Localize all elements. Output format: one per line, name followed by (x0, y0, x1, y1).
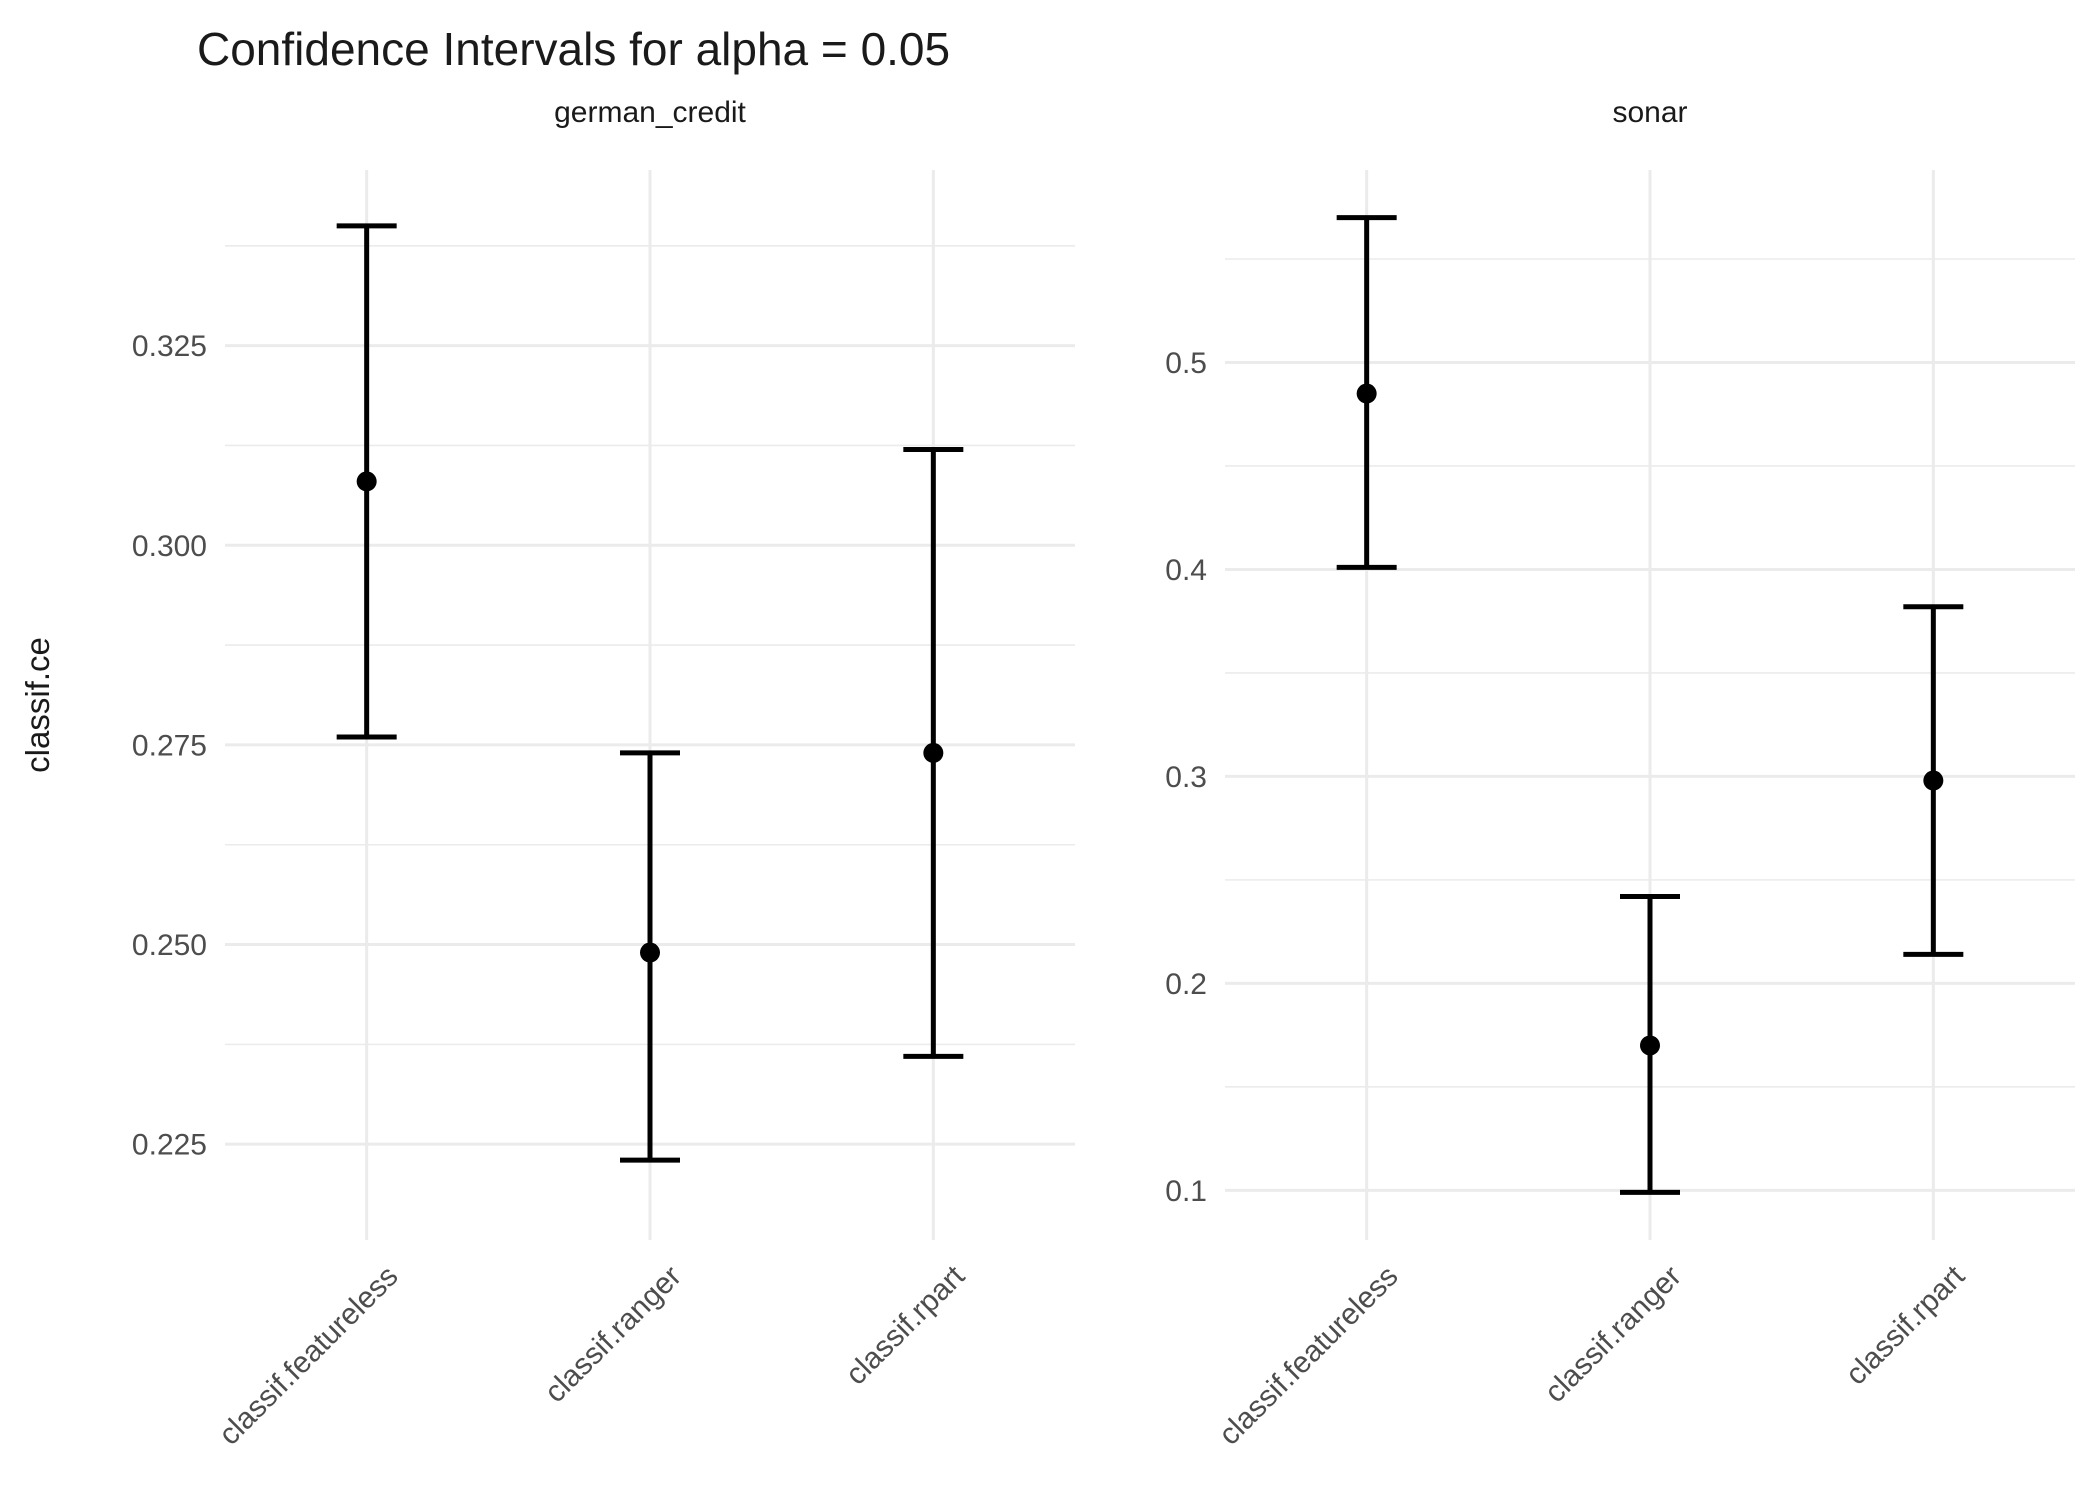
x-tick-label: classif.rpart (839, 1259, 971, 1391)
x-tick-label: classif.rpart (1839, 1259, 1971, 1391)
y-tick-label: 0.325 (132, 330, 207, 363)
y-tick-label: 0.3 (1165, 761, 1207, 794)
point (356, 471, 377, 492)
y-tick-label: 0.2 (1165, 968, 1207, 1001)
point (640, 942, 660, 963)
y-tick-label: 0.250 (132, 929, 207, 962)
y-axis-title: classif.ce (19, 637, 56, 773)
facet-label-sonar: sonar (1612, 96, 1688, 129)
x-tick-label: classif.ranger (538, 1260, 687, 1409)
point (1356, 383, 1377, 404)
y-tick-label: 0.275 (132, 729, 207, 762)
x-tick-label: classif.featureless (213, 1260, 405, 1452)
y-tick-label: 0.4 (1165, 554, 1207, 587)
facet-label-german-credit: german_credit (554, 96, 746, 129)
chart-title: Confidence Intervals for alpha = 0.05 (197, 23, 951, 75)
x-tick-label: classif.ranger (1538, 1260, 1687, 1409)
point (1923, 770, 1944, 791)
y-tick-label: 0.1 (1165, 1175, 1207, 1208)
y-tick-label: 0.300 (132, 530, 207, 563)
x-tick-label: classif.featureless (1213, 1260, 1405, 1452)
point (1640, 1035, 1660, 1056)
point (923, 742, 944, 763)
y-tick-label: 0.5 (1165, 347, 1207, 380)
y-tick-label: 0.225 (132, 1129, 207, 1162)
